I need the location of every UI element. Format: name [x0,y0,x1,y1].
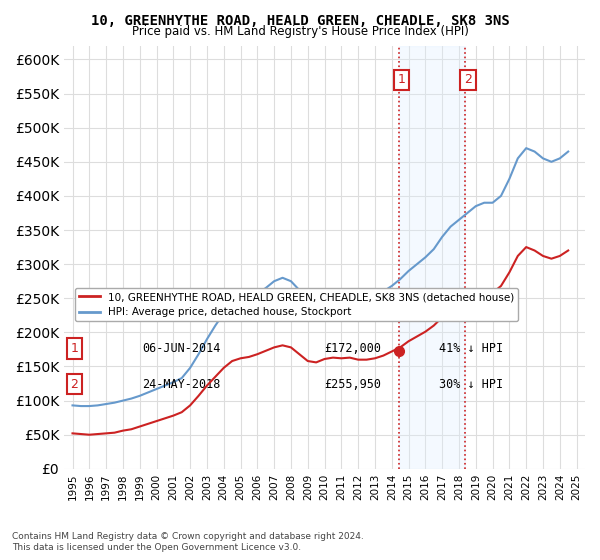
Bar [399,46,466,469]
Text: 24-MAY-2018: 24-MAY-2018 [142,378,221,391]
Text: 2: 2 [71,378,79,391]
Text: 1: 1 [71,342,79,355]
Text: 1: 1 [397,73,405,86]
Text: £172,000: £172,000 [325,342,382,355]
Legend: 10, GREENHYTHE ROAD, HEALD GREEN, CHEADLE, SK8 3NS (detached house), HPI: Averag: 10, GREENHYTHE ROAD, HEALD GREEN, CHEADL… [74,288,518,321]
Text: 41% ↓ HPI: 41% ↓ HPI [439,342,503,355]
Text: Price paid vs. HM Land Registry's House Price Index (HPI): Price paid vs. HM Land Registry's House … [131,25,469,38]
Text: 10, GREENHYTHE ROAD, HEALD GREEN, CHEADLE, SK8 3NS: 10, GREENHYTHE ROAD, HEALD GREEN, CHEADL… [91,14,509,28]
Text: 06-JUN-2014: 06-JUN-2014 [142,342,221,355]
Text: 30% ↓ HPI: 30% ↓ HPI [439,378,503,391]
Text: 2: 2 [464,73,472,86]
Text: Contains HM Land Registry data © Crown copyright and database right 2024.
This d: Contains HM Land Registry data © Crown c… [12,532,364,552]
Text: £255,950: £255,950 [325,378,382,391]
